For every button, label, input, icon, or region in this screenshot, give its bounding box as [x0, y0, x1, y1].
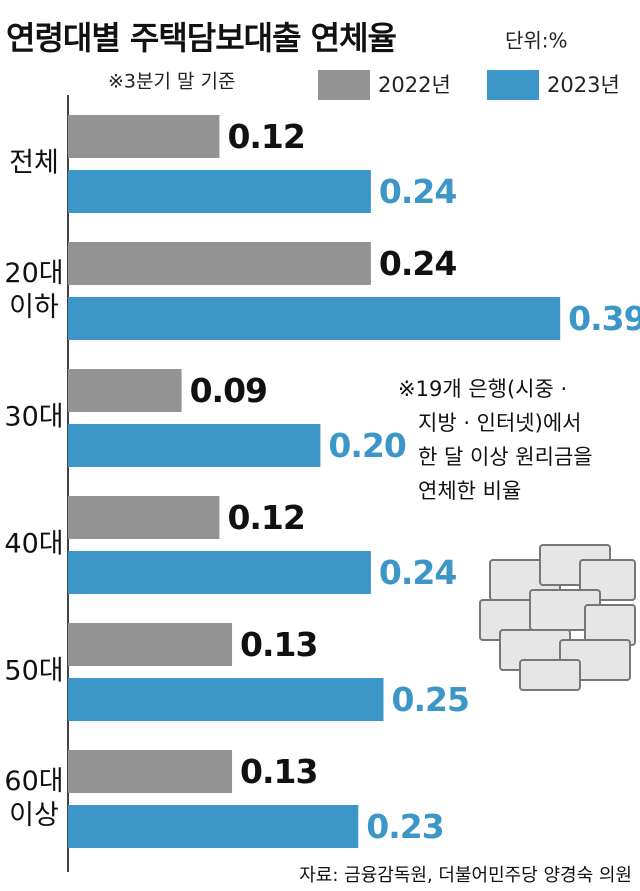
bar	[68, 678, 384, 721]
legend-swatch	[318, 70, 370, 100]
y-tick-label: 40대	[4, 529, 63, 560]
y-tick-label-line: 60대	[4, 766, 63, 797]
bar	[68, 115, 220, 158]
y-tick-label: 전체	[9, 148, 59, 179]
annotation: 연체한 비율	[418, 479, 521, 503]
bar	[68, 170, 371, 213]
chart-title: 연령대별 주택담보대출 연체율	[6, 19, 397, 57]
source: 자료: 금융감독원, 더불어민주당 양경숙 의원	[299, 865, 632, 886]
money-illustration	[479, 544, 636, 691]
value-label: 0.24	[379, 244, 456, 283]
value-label: 0.39	[568, 299, 640, 338]
value-label: 0.24	[379, 553, 456, 592]
annotation: 지방 · 인터넷)에서	[418, 411, 581, 435]
bar	[68, 551, 371, 594]
y-tick-label: 30대	[4, 402, 63, 433]
annotation: 한 달 이상 원리금을	[418, 445, 593, 469]
value-label: 0.09	[190, 371, 267, 410]
bar	[68, 242, 371, 285]
bar	[68, 369, 182, 412]
legend-label: 2022년	[378, 73, 451, 97]
value-label: 0.23	[366, 807, 443, 846]
value-label: 0.13	[240, 752, 317, 791]
legend-swatch	[487, 70, 539, 100]
value-label: 0.20	[328, 426, 405, 465]
y-tick-label-line: 이하	[9, 292, 59, 323]
y-tick-label-line: 20대	[4, 258, 63, 289]
bar	[68, 424, 321, 467]
y-tick-label: 50대	[4, 656, 63, 687]
bar	[68, 297, 561, 340]
bar	[68, 805, 359, 848]
value-label: 0.25	[392, 680, 469, 719]
bar	[68, 750, 233, 793]
subtitle: ※3분기 말 기준	[108, 71, 236, 93]
value-label: 0.12	[227, 117, 304, 156]
value-label: 0.24	[379, 172, 456, 211]
y-tick-label-line: 이상	[9, 800, 59, 831]
annotation: ※19개 은행(시중 ·	[398, 377, 567, 401]
y-tick-label: 20대 이하	[4, 258, 63, 323]
legend-label: 2023년	[547, 73, 620, 97]
value-label: 0.13	[240, 625, 317, 664]
unit-label: 단위:%	[505, 29, 568, 53]
y-tick-label: 60대 이상	[4, 766, 63, 831]
value-label: 0.12	[227, 498, 304, 537]
bar	[68, 623, 233, 666]
bar	[68, 496, 220, 539]
